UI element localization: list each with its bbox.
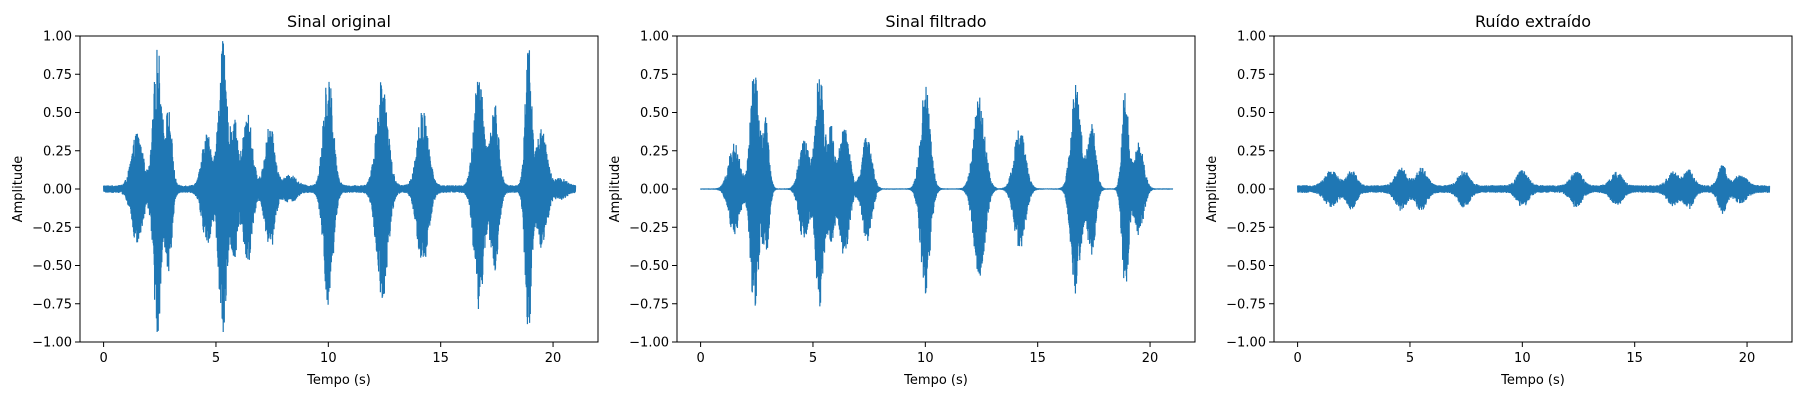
x-tick-label: 10	[1514, 351, 1531, 366]
y-tick-label: −0.25	[1226, 221, 1266, 236]
y-tick-label: 0.00	[1237, 183, 1266, 198]
x-tick-label: 0	[696, 351, 704, 366]
y-tick-label: −0.50	[1226, 259, 1266, 274]
y-axis-label: Amplitude	[608, 156, 623, 223]
y-tick-label: 1.00	[43, 30, 72, 45]
x-tick-label: 20	[545, 351, 562, 366]
y-tick-label: 0.75	[43, 68, 72, 83]
x-tick-label: 10	[320, 351, 337, 366]
y-tick-label: −0.75	[1226, 297, 1266, 312]
y-tick-label: −0.75	[32, 297, 72, 312]
y-tick-label: 0.75	[640, 68, 669, 83]
panel-sinal-original: Sinal original 0 5 10 15 20 −1.00 −0.75 −0.50 −0.…	[11, 12, 599, 388]
x-tick-label: 15	[1029, 351, 1046, 366]
x-axis-label: Tempo (s)	[306, 373, 371, 388]
panel-ruido-extraido: Ruído extraído 0 5 10 15 20 −1.00 −0.75 −0.50 −0.…	[1205, 12, 1793, 388]
chart-title: Sinal filtrado	[885, 12, 986, 31]
y-tick-label: −1.00	[629, 336, 669, 351]
y-tick-label: 0.25	[640, 144, 669, 159]
x-tick-label: 0	[1293, 351, 1301, 366]
x-axis-label: Tempo (s)	[903, 373, 968, 388]
y-tick-label: −0.25	[629, 221, 669, 236]
y-tick-label: −0.75	[629, 297, 669, 312]
x-tick-label: 10	[917, 351, 934, 366]
y-tick-label: 0.50	[640, 106, 669, 121]
x-tick-label: 20	[1739, 351, 1756, 366]
y-tick-label: 0.25	[1237, 144, 1266, 159]
chart-title: Ruído extraído	[1475, 12, 1591, 31]
y-tick-label: −1.00	[32, 336, 72, 351]
x-tick-label: 15	[432, 351, 449, 366]
x-tick-label: 5	[212, 351, 220, 366]
x-axis-label: Tempo (s)	[1500, 373, 1565, 388]
y-tick-label: −0.25	[32, 221, 72, 236]
y-tick-label: 1.00	[1237, 30, 1266, 45]
x-tick-label: 0	[99, 351, 107, 366]
x-tick-label: 5	[1406, 351, 1414, 366]
y-tick-label: 0.00	[43, 183, 72, 198]
waveform-series	[1297, 165, 1771, 214]
x-tick-label: 15	[1626, 351, 1643, 366]
y-tick-label: −1.00	[1226, 336, 1266, 351]
x-tick-label: 20	[1142, 351, 1159, 366]
y-axis-label: Amplitude	[11, 156, 26, 223]
waveform-series	[700, 77, 1174, 307]
chart-title: Sinal original	[287, 12, 391, 31]
y-axis-label: Amplitude	[1205, 156, 1220, 223]
y-tick-label: 0.00	[640, 183, 669, 198]
y-tick-label: 0.50	[1237, 106, 1266, 121]
panel-sinal-filtrado: Sinal filtrado 0 5 10 15 20 −1.00 −0.75 −0.50 −0.…	[608, 12, 1196, 388]
y-tick-label: 1.00	[640, 30, 669, 45]
y-tick-label: −0.50	[629, 259, 669, 274]
y-tick-label: 0.75	[1237, 68, 1266, 83]
x-tick-label: 5	[809, 351, 817, 366]
y-tick-label: 0.50	[43, 106, 72, 121]
y-tick-label: −0.50	[32, 259, 72, 274]
waveform-series	[103, 41, 577, 332]
y-tick-label: 0.25	[43, 144, 72, 159]
